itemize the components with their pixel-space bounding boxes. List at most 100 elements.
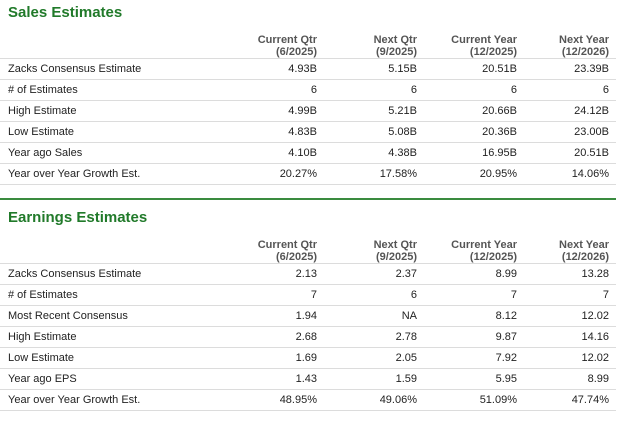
column-header: Next Qtr (9/2025) [324,236,424,264]
section-divider [0,198,616,200]
cell-value: 20.36B [424,121,524,143]
table-row: Year over Year Growth Est. 20.27% 17.58%… [0,163,616,185]
cell-value: 4.38B [324,142,424,164]
column-date: (12/2025) [469,46,517,58]
cell-value: 8.99 [524,368,616,390]
cell-value: 2.13 [216,263,324,285]
cell-value: 12.02 [524,305,616,327]
table-row: High Estimate 4.99B 5.21B 20.66B 24.12B [0,100,616,122]
cell-value: 1.69 [216,347,324,369]
table-row: Low Estimate 1.69 2.05 7.92 12.02 [0,347,616,369]
earnings-estimates-title: Earnings Estimates [8,209,148,226]
table-row: Year over Year Growth Est. 48.95% 49.06%… [0,389,616,411]
cell-value: 49.06% [324,389,424,411]
table-row: Low Estimate 4.83B 5.08B 20.36B 23.00B [0,121,616,143]
column-date: (12/2025) [469,251,517,263]
row-label: Low Estimate [0,347,216,369]
column-period: Current Year [451,239,517,251]
cell-value: 4.99B [216,100,324,122]
cell-value: 1.43 [216,368,324,390]
cell-value: 51.09% [424,389,524,411]
cell-value: 2.37 [324,263,424,285]
table-row: Zacks Consensus Estimate 4.93B 5.15B 20.… [0,58,616,80]
table-row: Year ago Sales 4.10B 4.38B 16.95B 20.51B [0,142,616,164]
column-period: Next Year [559,239,609,251]
cell-value: 8.12 [424,305,524,327]
cell-value: 48.95% [216,389,324,411]
row-label: # of Estimates [0,284,216,306]
cell-value: 4.10B [216,142,324,164]
column-header: Next Year (12/2026) [524,31,616,59]
row-label: High Estimate [0,100,216,122]
table-row: Most Recent Consensus 1.94 NA 8.12 12.02 [0,305,616,327]
cell-value: 7.92 [424,347,524,369]
table-row: Zacks Consensus Estimate 2.13 2.37 8.99 … [0,263,616,285]
cell-value: 20.66B [424,100,524,122]
cell-value: 6 [324,284,424,306]
cell-value: 7 [424,284,524,306]
sales-estimates-title: Sales Estimates [8,4,123,21]
cell-value: NA [324,305,424,327]
row-label: High Estimate [0,326,216,348]
cell-value: 4.93B [216,58,324,80]
table-row: # of Estimates 7 6 7 7 [0,284,616,306]
cell-value: 47.74% [524,389,616,411]
cell-value: 5.95 [424,368,524,390]
cell-value: 6 [324,79,424,101]
cell-value: 14.16 [524,326,616,348]
cell-value: 2.68 [216,326,324,348]
cell-value: 20.27% [216,163,324,185]
table-row: Year ago EPS 1.43 1.59 5.95 8.99 [0,368,616,390]
column-period: Current Year [451,34,517,46]
row-label: Zacks Consensus Estimate [0,58,216,80]
cell-value: 1.59 [324,368,424,390]
column-period: Next Year [559,34,609,46]
column-date: (9/2025) [376,46,417,58]
header-label-cell [0,31,216,59]
table-row: High Estimate 2.68 2.78 9.87 14.16 [0,326,616,348]
column-period: Current Qtr [257,34,317,46]
table-row: # of Estimates 6 6 6 6 [0,79,616,101]
column-header: Current Qtr (6/2025) [216,236,324,264]
cell-value: 1.94 [216,305,324,327]
column-period: Next Qtr [373,34,417,46]
cell-value: 5.21B [324,100,424,122]
row-label: Year ago EPS [0,368,216,390]
column-header: Current Year (12/2025) [424,31,524,59]
column-date: (6/2025) [276,46,317,58]
cell-value: 6 [424,79,524,101]
cell-value: 6 [524,79,616,101]
cell-value: 17.58% [324,163,424,185]
table-header-row: Current Qtr (6/2025) Next Qtr (9/2025) Cur… [0,31,616,59]
cell-value: 7 [524,284,616,306]
row-label: # of Estimates [0,79,216,101]
cell-value: 23.00B [524,121,616,143]
row-label: Low Estimate [0,121,216,143]
earnings-estimates-table: Current Qtr (6/2025) Next Qtr (9/2025) Cur… [0,236,616,411]
cell-value: 8.99 [424,263,524,285]
table-header-row: Current Qtr (6/2025) Next Qtr (9/2025) Cur… [0,236,616,264]
cell-value: 2.05 [324,347,424,369]
cell-value: 2.78 [324,326,424,348]
cell-value: 16.95B [424,142,524,164]
header-label-cell [0,236,216,264]
row-label: Year ago Sales [0,142,216,164]
sales-estimates-table: Current Qtr (6/2025) Next Qtr (9/2025) Cur… [0,31,616,185]
row-label: Year over Year Growth Est. [0,163,216,185]
row-label: Zacks Consensus Estimate [0,263,216,285]
column-period: Current Qtr [257,239,317,251]
cell-value: 24.12B [524,100,616,122]
cell-value: 6 [216,79,324,101]
row-label: Year over Year Growth Est. [0,389,216,411]
column-date: (12/2026) [561,251,609,263]
column-header: Next Qtr (9/2025) [324,31,424,59]
row-label: Most Recent Consensus [0,305,216,327]
cell-value: 4.83B [216,121,324,143]
column-date: (12/2026) [561,46,609,58]
column-period: Next Qtr [373,239,417,251]
cell-value: 9.87 [424,326,524,348]
cell-value: 20.51B [424,58,524,80]
cell-value: 20.51B [524,142,616,164]
cell-value: 23.39B [524,58,616,80]
cell-value: 14.06% [524,163,616,185]
